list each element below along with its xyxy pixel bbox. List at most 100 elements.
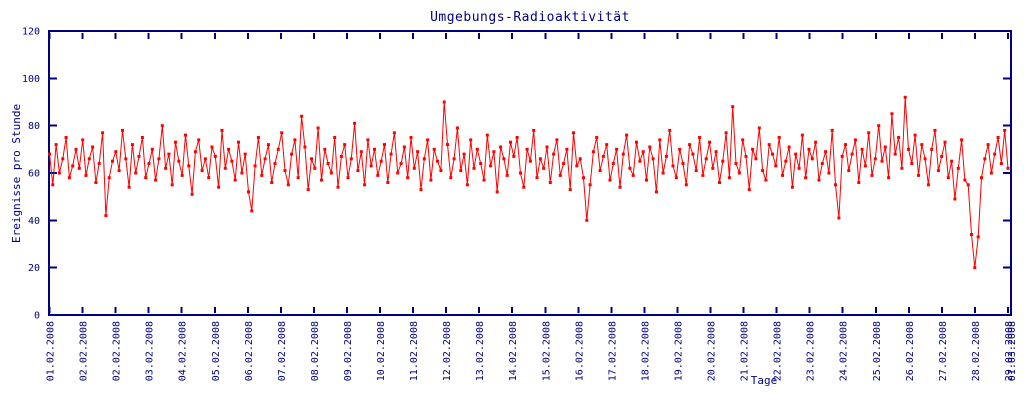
data-point	[787, 145, 791, 149]
data-point	[568, 188, 572, 192]
data-point	[535, 176, 539, 180]
data-point	[611, 162, 615, 165]
data-point	[74, 147, 78, 151]
data-point	[459, 169, 463, 173]
data-point	[737, 171, 741, 175]
data-point	[479, 162, 483, 165]
data-point	[373, 147, 376, 151]
data-point	[465, 183, 469, 187]
data-point	[190, 192, 194, 196]
data-point	[306, 188, 310, 192]
data-point	[266, 143, 270, 147]
x-tick-label: 01.03.2008	[1007, 321, 1018, 381]
y-tick-label: 80	[28, 121, 40, 132]
x-tick-label: 27.02.2008	[938, 321, 949, 381]
y-tick-label: 120	[22, 27, 40, 38]
data-point	[243, 152, 247, 156]
data-point	[661, 171, 665, 175]
x-tick-label: 14.02.2008	[508, 321, 519, 381]
data-point	[900, 166, 904, 170]
data-point	[144, 176, 148, 180]
data-point	[64, 136, 68, 139]
data-point	[558, 173, 562, 177]
x-tick-label: 23.02.2008	[806, 321, 817, 381]
data-point	[101, 131, 105, 135]
data-point	[837, 216, 841, 220]
data-point	[694, 169, 698, 173]
data-point	[121, 128, 124, 132]
data-point	[701, 173, 705, 177]
data-point	[406, 176, 410, 180]
data-point	[800, 133, 804, 137]
data-point	[817, 178, 821, 182]
data-point	[863, 164, 867, 168]
data-point	[442, 100, 446, 104]
data-point	[336, 185, 340, 189]
data-point	[873, 157, 877, 161]
data-point	[124, 157, 128, 161]
data-point	[615, 147, 619, 151]
data-point	[485, 133, 489, 137]
y-tick-label: 100	[22, 74, 40, 85]
data-point	[943, 140, 947, 144]
x-tick-label: 02.02.2008	[79, 321, 90, 381]
y-tick-label: 0	[34, 311, 40, 322]
data-point	[154, 178, 158, 182]
data-point	[256, 136, 260, 139]
data-point	[253, 164, 257, 168]
data-point	[492, 150, 496, 154]
data-point	[213, 154, 217, 158]
data-point	[698, 136, 702, 139]
data-point	[193, 150, 197, 154]
data-point	[980, 176, 983, 180]
data-point	[910, 162, 914, 165]
data-point	[313, 166, 317, 170]
data-point	[721, 159, 725, 163]
data-point	[877, 124, 881, 128]
data-point	[946, 176, 950, 180]
data-point	[260, 173, 264, 177]
data-point	[684, 183, 688, 187]
chart-title: Umgebungs-Radioaktivität	[430, 10, 630, 25]
data-point	[432, 147, 436, 151]
data-point	[329, 171, 333, 175]
data-point	[446, 143, 449, 147]
data-point	[300, 114, 304, 118]
data-point	[48, 152, 51, 156]
data-point	[907, 147, 910, 151]
data-point	[310, 157, 313, 161]
data-point	[983, 157, 987, 161]
data-point	[333, 136, 337, 139]
data-point	[674, 176, 678, 180]
data-point	[71, 164, 75, 168]
x-tick-label: 06.02.2008	[244, 321, 255, 381]
data-point	[744, 154, 748, 158]
data-point	[57, 171, 61, 175]
data-point	[396, 171, 400, 175]
y-tick-label: 40	[28, 216, 40, 227]
data-point	[177, 159, 181, 163]
data-point	[645, 178, 648, 182]
x-tick-label: 02.02.2008	[112, 321, 123, 381]
data-point	[917, 173, 920, 177]
data-point	[532, 128, 536, 132]
data-point	[814, 140, 818, 144]
data-point	[820, 162, 824, 165]
x-tick-label: 05.02.2008	[211, 321, 222, 381]
data-point	[117, 169, 121, 173]
data-point	[734, 162, 738, 165]
data-point	[452, 157, 456, 161]
data-point	[436, 159, 439, 163]
data-point	[303, 145, 307, 149]
data-point	[77, 166, 81, 170]
data-point	[140, 136, 144, 139]
data-point	[810, 157, 814, 161]
data-point	[621, 152, 625, 156]
data-point	[263, 157, 267, 161]
data-point	[187, 164, 191, 168]
data-point	[711, 166, 715, 170]
data-point	[741, 138, 745, 142]
plot-border	[48, 30, 1012, 316]
x-tick-label: 16.02.2008	[574, 321, 585, 381]
data-point	[936, 169, 940, 173]
